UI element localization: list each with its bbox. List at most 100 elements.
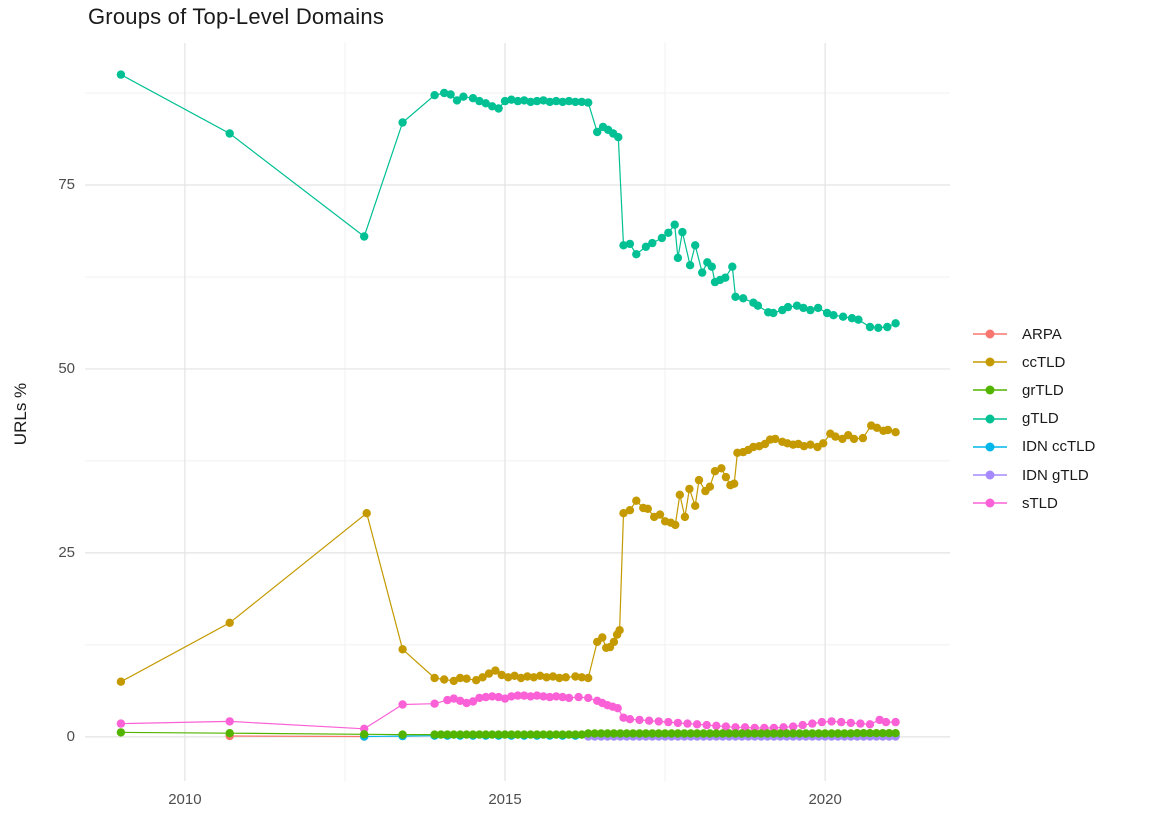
data-point bbox=[558, 97, 567, 107]
data-point bbox=[584, 693, 593, 703]
series-grtld bbox=[116, 728, 900, 739]
data-point bbox=[858, 433, 868, 443]
x-tick-label: 2020 bbox=[808, 791, 842, 808]
data-point bbox=[494, 692, 503, 702]
data-point bbox=[643, 504, 652, 513]
legend-key-icon bbox=[973, 329, 1007, 339]
data-point bbox=[783, 302, 793, 312]
series-cctld bbox=[116, 421, 900, 686]
data-point bbox=[705, 729, 715, 738]
data-point bbox=[615, 626, 624, 635]
data-point bbox=[526, 692, 535, 701]
data-point bbox=[798, 720, 807, 730]
data-point bbox=[664, 228, 673, 237]
data-point bbox=[644, 716, 654, 725]
data-point bbox=[680, 729, 689, 738]
data-point bbox=[667, 729, 676, 738]
data-point bbox=[891, 428, 900, 437]
data-point bbox=[598, 633, 607, 642]
data-point bbox=[552, 730, 561, 739]
data-point bbox=[750, 729, 759, 738]
data-point bbox=[641, 729, 651, 738]
data-point bbox=[225, 618, 234, 627]
data-point bbox=[619, 713, 628, 722]
data-point bbox=[532, 691, 542, 700]
data-point bbox=[443, 730, 452, 739]
data-point bbox=[827, 717, 836, 726]
data-point bbox=[584, 729, 593, 738]
y-tick-label: 50 bbox=[58, 359, 75, 377]
data-point bbox=[622, 729, 631, 738]
data-point bbox=[632, 250, 641, 259]
data-point bbox=[564, 96, 574, 106]
data-point bbox=[721, 722, 731, 731]
data-point bbox=[596, 729, 606, 738]
data-point bbox=[529, 673, 538, 682]
data-point bbox=[507, 95, 516, 104]
data-point bbox=[731, 292, 740, 301]
legend-label: IDN gTLD bbox=[1022, 466, 1089, 484]
data-point bbox=[539, 96, 548, 105]
data-point bbox=[833, 729, 843, 738]
data-point bbox=[360, 232, 369, 241]
data-point bbox=[545, 97, 554, 107]
data-point bbox=[497, 670, 506, 680]
legend-item-idn-gtld: IDN gTLD bbox=[970, 465, 1089, 485]
data-point bbox=[398, 700, 407, 709]
data-point bbox=[846, 729, 855, 738]
data-point bbox=[523, 672, 532, 681]
data-point bbox=[721, 472, 731, 482]
data-point bbox=[116, 719, 126, 728]
data-point bbox=[468, 94, 478, 103]
data-point bbox=[564, 693, 574, 703]
data-point bbox=[593, 127, 602, 137]
data-point bbox=[494, 730, 503, 739]
data-point bbox=[625, 239, 635, 249]
data-point bbox=[814, 729, 823, 738]
data-point bbox=[459, 92, 468, 101]
data-point bbox=[225, 129, 234, 138]
data-point bbox=[545, 692, 554, 702]
data-point bbox=[440, 88, 449, 98]
data-point bbox=[362, 509, 371, 518]
data-point bbox=[728, 262, 737, 271]
data-point bbox=[526, 97, 535, 107]
y-tick-label: 25 bbox=[58, 543, 75, 561]
data-point bbox=[452, 96, 462, 105]
data-point bbox=[683, 719, 692, 728]
data-point bbox=[891, 717, 900, 727]
data-point bbox=[584, 98, 593, 107]
data-point bbox=[817, 717, 827, 727]
data-point bbox=[763, 729, 772, 738]
data-point bbox=[116, 677, 126, 686]
data-point bbox=[609, 637, 619, 647]
data-point bbox=[440, 675, 449, 684]
data-point bbox=[449, 676, 458, 686]
legend-item-grtld: grTLD bbox=[970, 380, 1064, 400]
legend-item-stld: sTLD bbox=[970, 493, 1058, 513]
data-point bbox=[730, 479, 739, 488]
data-point bbox=[532, 730, 542, 739]
data-point bbox=[488, 730, 497, 739]
data-point bbox=[500, 694, 510, 703]
data-point bbox=[712, 729, 721, 738]
data-point bbox=[671, 520, 680, 530]
data-point bbox=[472, 676, 481, 685]
data-point bbox=[670, 220, 679, 229]
data-point bbox=[829, 311, 838, 320]
data-point bbox=[654, 729, 663, 738]
data-point bbox=[865, 322, 875, 332]
data-point bbox=[449, 694, 458, 703]
data-point bbox=[865, 720, 875, 729]
data-point bbox=[360, 730, 369, 739]
data-point bbox=[875, 715, 884, 725]
data-point bbox=[813, 303, 823, 313]
data-point bbox=[721, 273, 730, 282]
data-point bbox=[614, 133, 623, 142]
data-point bbox=[692, 720, 702, 729]
data-point bbox=[539, 730, 548, 739]
data-point bbox=[430, 730, 439, 739]
data-point bbox=[801, 729, 811, 738]
data-point bbox=[430, 699, 439, 708]
